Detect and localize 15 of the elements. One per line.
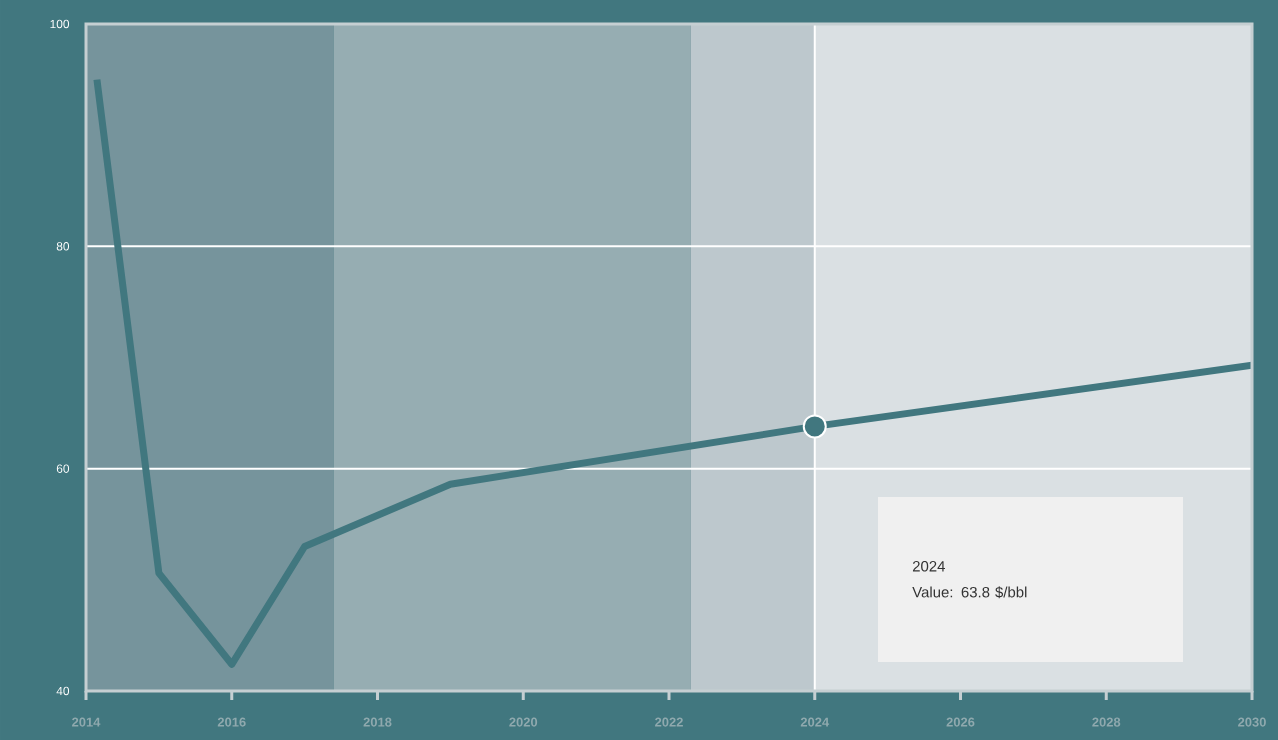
x-tick-label: 2028 [1092, 717, 1121, 727]
x-tick-label: 2022 [655, 717, 683, 727]
annotation: 2024 [912, 561, 946, 572]
x-tick-label: 2016 [217, 717, 246, 727]
x-tick-label: 2030 [1238, 717, 1266, 727]
x-tick-label: 2026 [946, 717, 975, 727]
x-tick-label: 2024 [800, 717, 830, 727]
y-tick-label: 40 [56, 686, 70, 696]
annotation: Value: 63.8 $/bbl [912, 586, 1027, 599]
x-tick-label: 2020 [509, 717, 538, 727]
y-tick-label: 80 [56, 242, 70, 251]
x-tick-label: 2018 [363, 717, 392, 727]
y-tick-label: 60 [56, 464, 70, 473]
x-tick-label: 2014 [72, 717, 101, 727]
y-tick-label: 100 [50, 19, 70, 29]
